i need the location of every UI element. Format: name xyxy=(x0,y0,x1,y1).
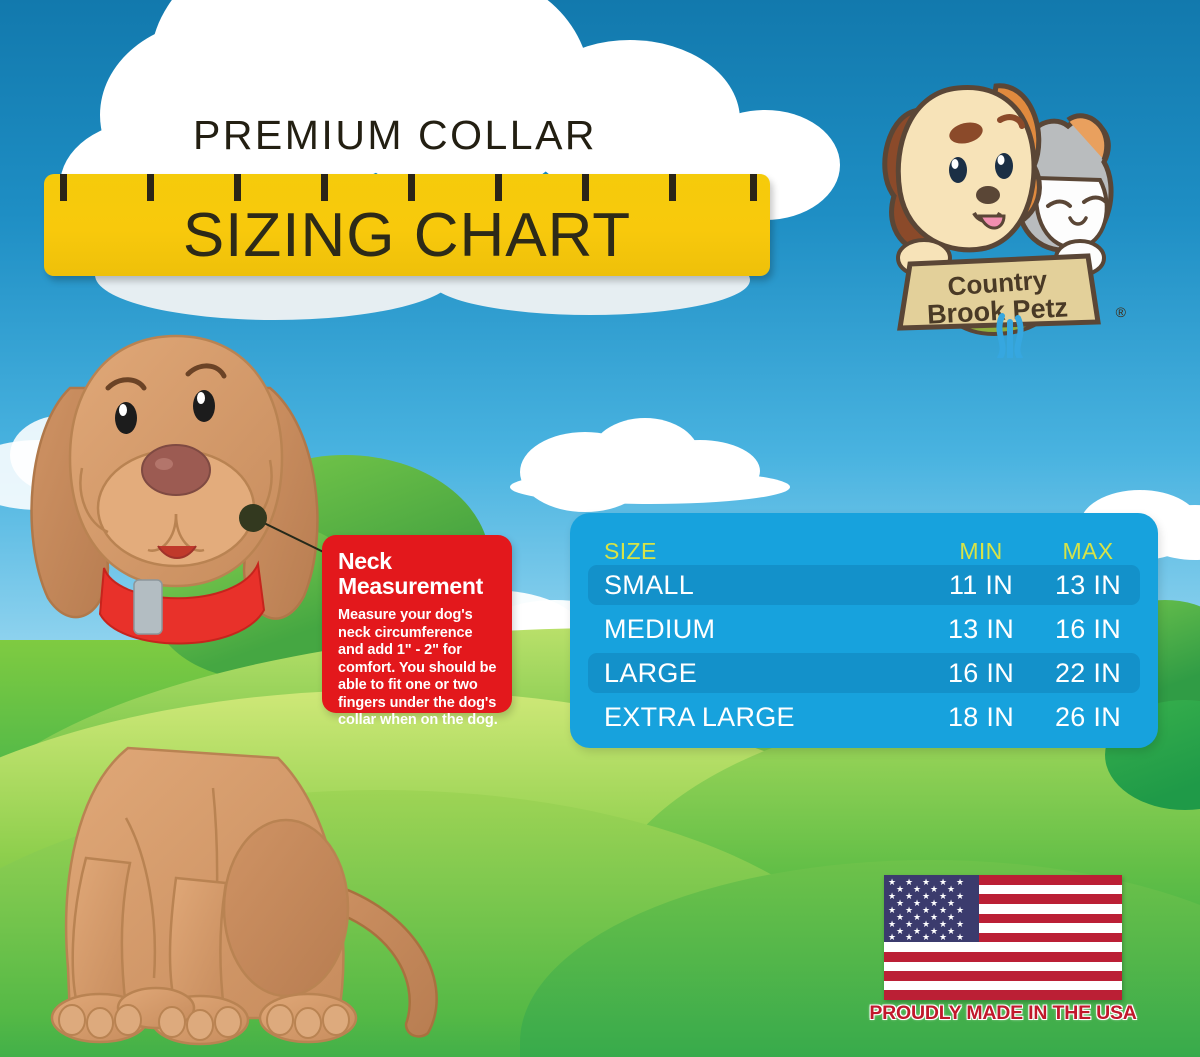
table-row: LARGE 16 IN 22 IN xyxy=(588,653,1140,693)
water-splash-icon xyxy=(996,313,1024,361)
callout-leader-dot xyxy=(239,504,267,532)
table-row: MEDIUM 13 IN 16 IN xyxy=(588,609,1140,649)
table-header-row: SIZE MIN MAX xyxy=(588,531,1140,571)
made-in-usa-label: PROUDLY MADE IN THE USA xyxy=(869,1002,1137,1024)
cell-min: 18 IN xyxy=(947,701,1015,732)
cat-face-icon xyxy=(1015,113,1114,253)
cell-min: 13 IN xyxy=(947,613,1015,644)
usa-flag-icon: ★ ★ ★ ★ ★ ★ ★ ★ ★ ★ ★ ★ ★ ★ ★ ★ ★ ★ ★ ★ ★ ★ ★ ★ ★ ★… xyxy=(884,875,1122,1000)
page-title-sizing-chart: SIZING CHART xyxy=(182,201,632,270)
cell-size: SMALL xyxy=(604,569,695,600)
callout-body: Measure your dog's neck circumference an… xyxy=(338,607,498,728)
dog-face-icon xyxy=(882,83,1042,257)
cell-max: 16 IN xyxy=(1054,613,1122,644)
dog-illustration xyxy=(30,334,438,1046)
callout-title: Neck Measurement xyxy=(338,548,483,599)
table-row: SMALL 11 IN 13 IN xyxy=(588,565,1140,605)
cell-max: 26 IN xyxy=(1054,701,1122,732)
cell-size: EXTRA LARGE xyxy=(604,701,795,732)
table-row: EXTRA LARGE 18 IN 26 IN xyxy=(588,697,1140,737)
ruler-banner: SIZING CHART xyxy=(44,174,770,276)
brand-logo[interactable]: Country Brook Petz ® xyxy=(862,58,1126,361)
column-header-size: SIZE xyxy=(604,537,657,564)
logo-name-line1: Country xyxy=(947,265,1049,302)
cell-min: 11 IN xyxy=(948,569,1014,600)
cell-max: 22 IN xyxy=(1054,657,1122,688)
page-title-premium-collar: PREMIUM COLLAR xyxy=(192,112,598,158)
registered-trademark-icon: ® xyxy=(1115,304,1126,320)
cell-max: 13 IN xyxy=(1054,569,1122,600)
neck-measurement-callout: Neck Measurement Measure your dog's neck… xyxy=(322,535,512,728)
column-header-min: MIN xyxy=(959,537,1003,564)
sizing-table: SIZE MIN MAX SMALL 11 IN 13 IN MEDIUM 13… xyxy=(570,513,1158,748)
cell-size: LARGE xyxy=(604,657,698,688)
flag-canton: ★ ★ ★ ★ ★ ★ ★ ★ ★ ★ ★ ★ ★ ★ ★ ★ ★ ★ ★ ★ ★ ★ ★ ★ ★ ★… xyxy=(884,875,979,943)
cell-size: MEDIUM xyxy=(604,613,716,644)
column-header-max: MAX xyxy=(1062,537,1114,564)
cell-min: 16 IN xyxy=(947,657,1015,688)
